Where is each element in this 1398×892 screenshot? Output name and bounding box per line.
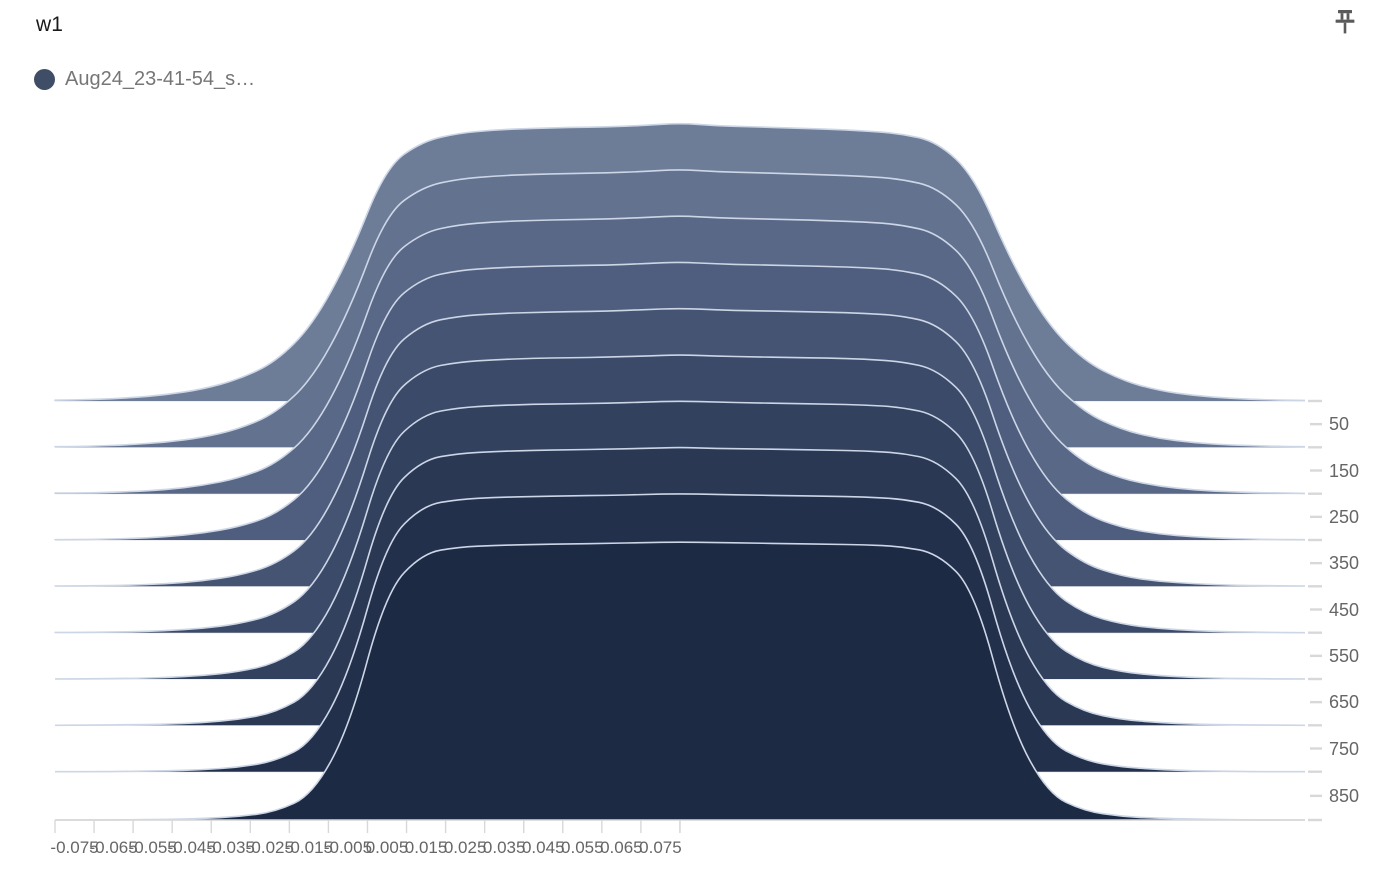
y-tick-label: 650 [1329,692,1360,713]
x-tick-label: -0.015 [284,838,333,857]
y-tick-label: 350 [1329,553,1360,574]
x-tick-label: 0.015 [404,838,448,857]
x-tick-label: -0.035 [206,838,255,857]
x-tick-label: -0.075 [50,838,99,857]
y-axis [1308,399,1322,822]
legend-item-label: Aug24_23-41-54_s… [65,68,256,90]
y-tick-label: 450 [1329,599,1360,620]
x-tick-label: 0.045 [521,838,565,857]
x-tick-label: 0.025 [443,838,487,857]
y-tick-label: 250 [1329,506,1360,527]
ridge-outline [54,215,1306,495]
page-title: w1 [36,13,64,36]
x-tick-label: -0.005 [323,838,373,857]
ridge-outline [54,122,1306,402]
x-tick-label: 0.055 [561,838,604,857]
x-tick-label: 0.035 [482,838,526,857]
x-tick-label: -0.025 [245,838,294,857]
ridge-outline [54,261,1306,541]
ridge-series [55,541,1305,821]
pin-icon[interactable] [1330,6,1360,38]
y-tick-label: 550 [1329,645,1360,666]
y-tick-label: 150 [1329,460,1360,481]
y-tick-label: 750 [1329,738,1360,759]
x-tick-label: -0.065 [89,838,138,857]
ridge-outline [54,307,1306,587]
y-tick-label: 50 [1329,414,1350,435]
ridge-series-group [54,122,1306,821]
ridge-outline [54,446,1306,727]
x-tick-label: 0.075 [639,838,682,857]
ridge-area [55,542,1305,820]
ridge-outline [54,400,1306,680]
legend-color-swatch [34,68,55,90]
x-tick-label: 0.005 [365,838,409,857]
x-tick-label: -0.055 [128,838,177,857]
x-axis [54,819,1305,833]
chart-legend[interactable]: Aug24_23-41-54_s… [34,66,255,92]
x-tick-label: -0.045 [167,838,216,857]
x-tick-label: 0.065 [600,838,643,857]
ridge-outline [55,493,1305,773]
y-tick-label: 850 [1329,785,1360,806]
ridge-outline [54,354,1306,634]
ridge-outline [55,541,1305,821]
ridge-outline [54,169,1306,448]
